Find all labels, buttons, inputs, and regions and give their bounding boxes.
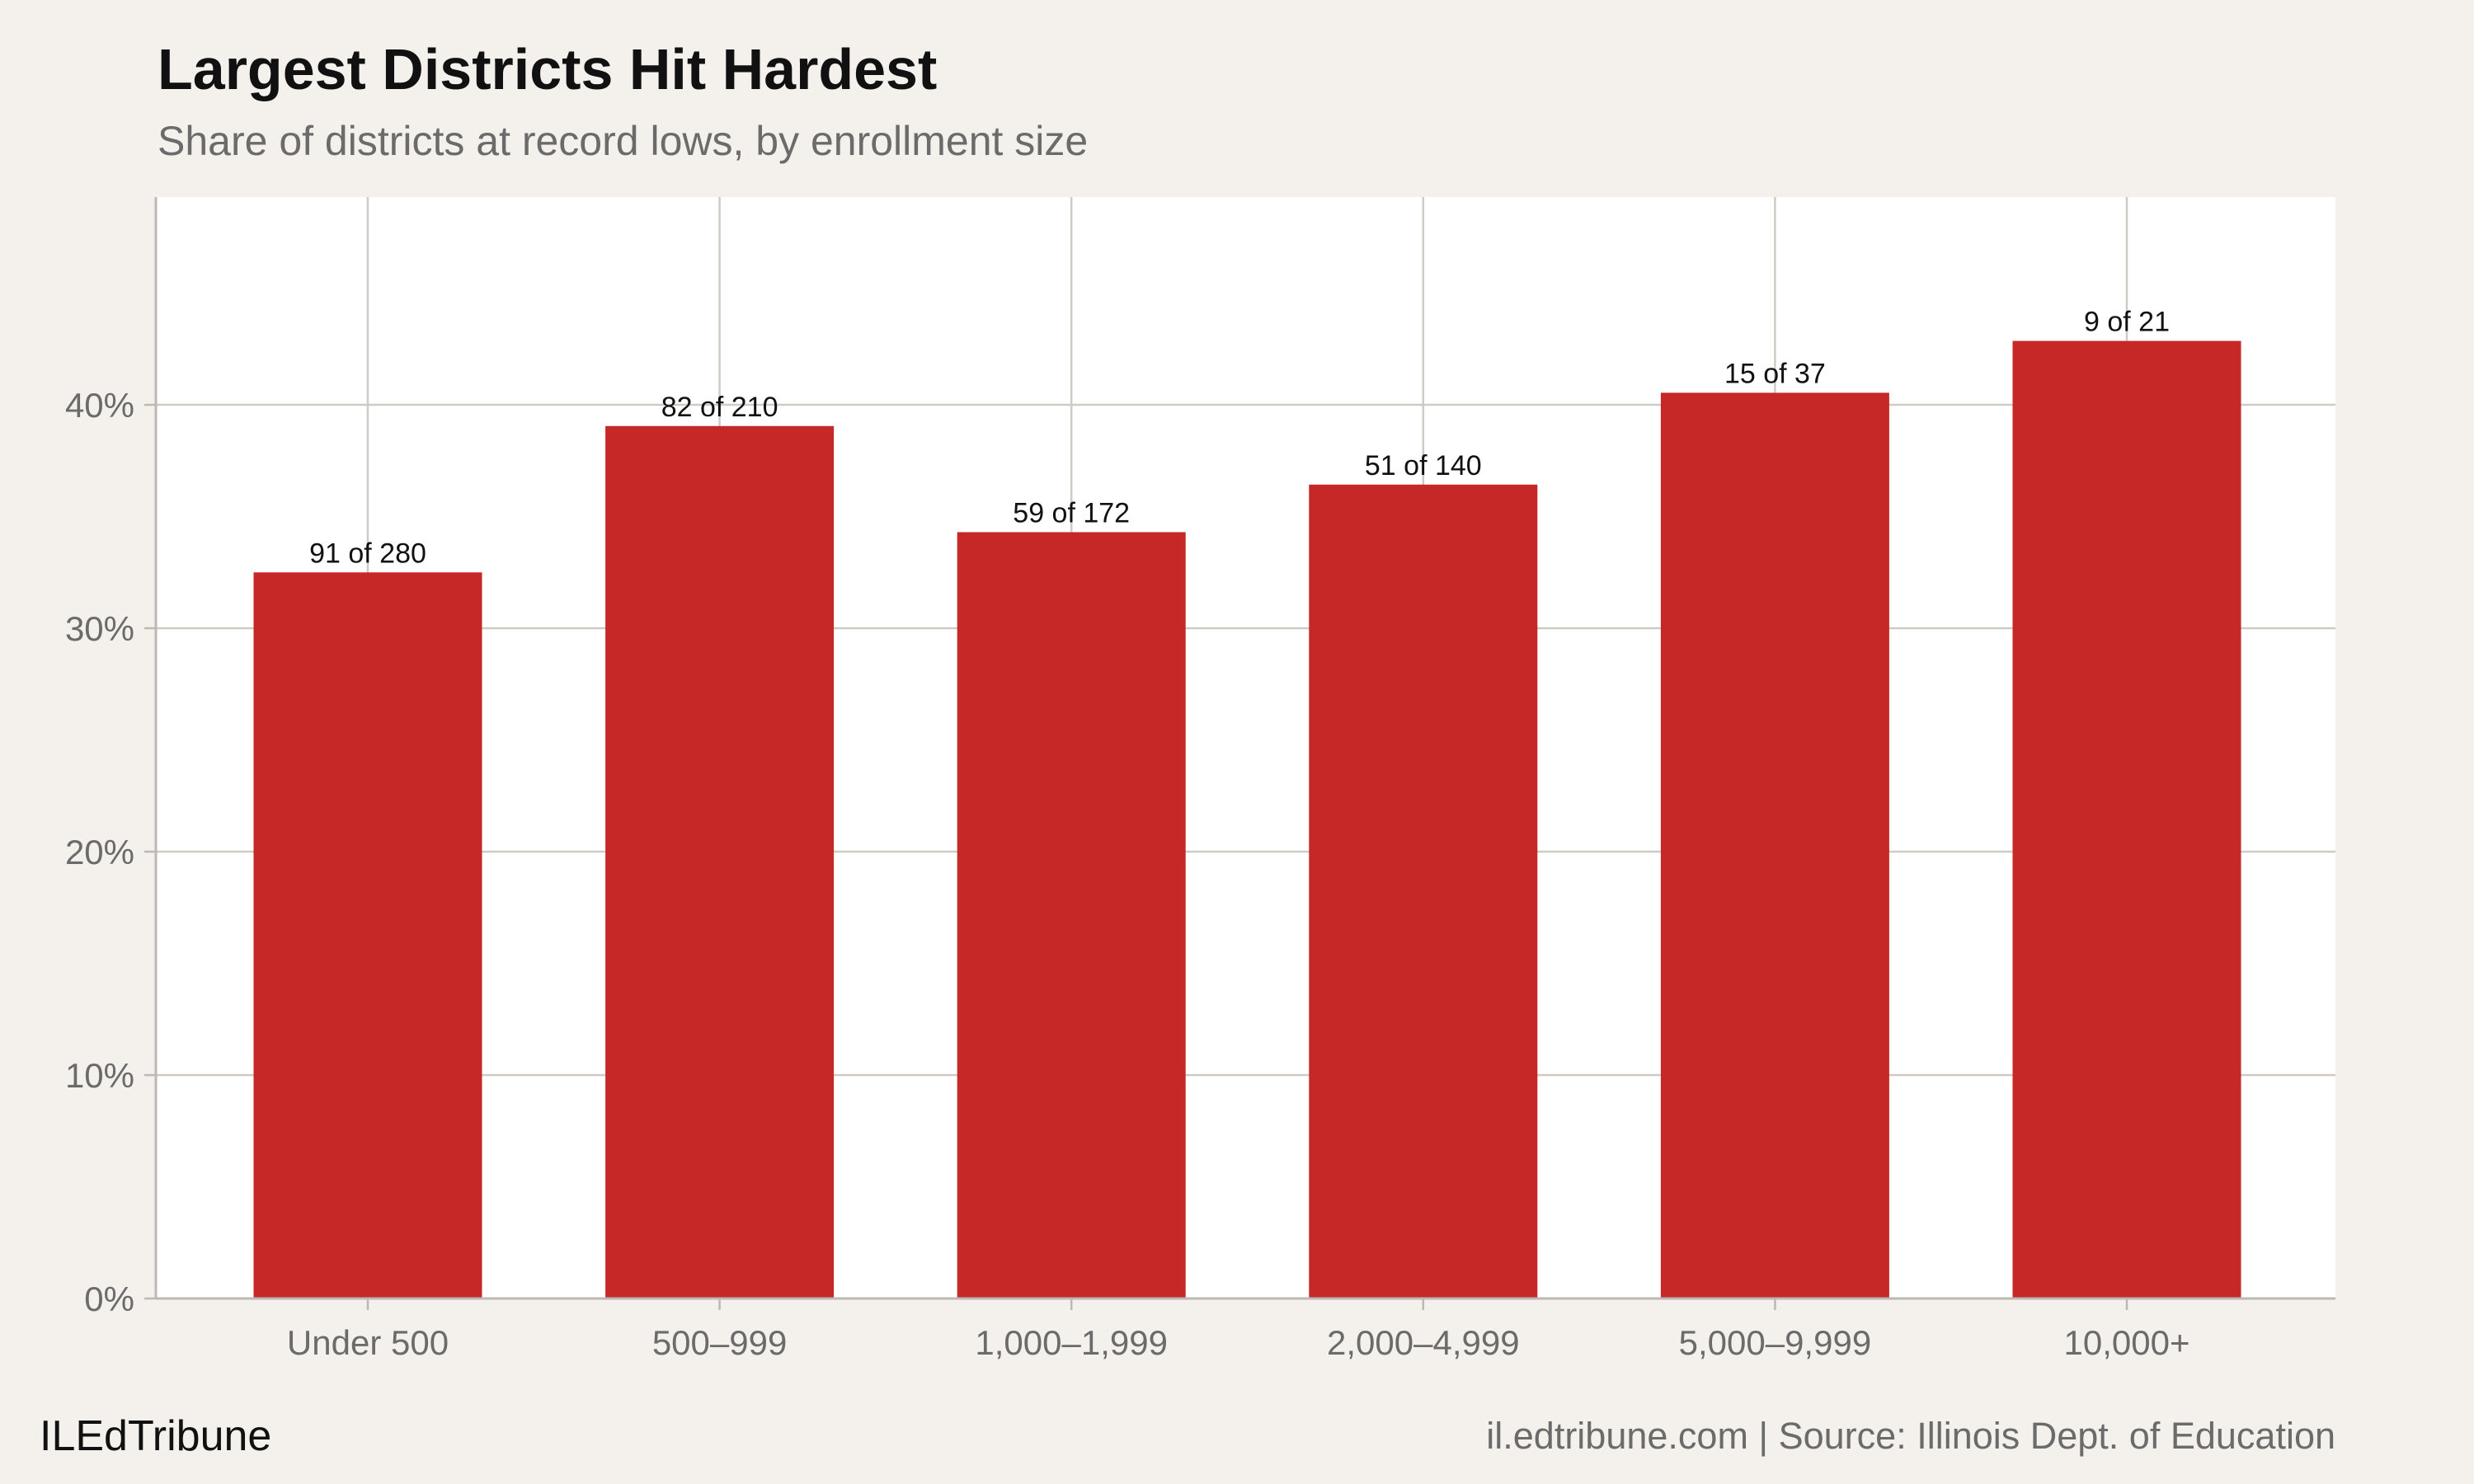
data-label: 91 of 280 xyxy=(309,538,426,569)
bar xyxy=(1660,392,1889,1299)
bar xyxy=(1309,484,1538,1298)
y-tick-label: 0% xyxy=(84,1280,134,1318)
data-label: 59 of 172 xyxy=(1013,497,1130,528)
bar xyxy=(2012,340,2241,1299)
x-tick-label: 500–999 xyxy=(652,1323,788,1362)
y-tick-label: 20% xyxy=(65,833,134,871)
data-label: 82 of 210 xyxy=(661,392,778,423)
data-label: 51 of 140 xyxy=(1365,450,1482,481)
chart-subtitle: Share of districts at record lows, by en… xyxy=(158,118,1089,164)
y-tick-label: 40% xyxy=(65,386,134,425)
source-note: il.edtribune.com | Source: Illinois Dept… xyxy=(1486,1415,2335,1457)
data-label: 9 of 21 xyxy=(2084,307,2170,338)
bar xyxy=(605,425,835,1298)
x-tick-label: 2,000–4,999 xyxy=(1327,1323,1520,1362)
y-tick-label: 30% xyxy=(65,609,134,648)
x-tick-label: 5,000–9,999 xyxy=(1679,1323,1872,1362)
plot-area xyxy=(156,197,2335,1298)
x-tick-label: Under 500 xyxy=(287,1323,449,1362)
chart-title: Largest Districts Hit Hardest xyxy=(158,37,938,101)
x-tick-label: 10,000+ xyxy=(2064,1323,2190,1362)
x-tick-label: 1,000–1,999 xyxy=(975,1323,1168,1362)
bar xyxy=(957,532,1186,1298)
y-tick-label: 10% xyxy=(65,1056,134,1095)
brand-logo-text: ILEdTribune xyxy=(40,1412,272,1460)
bar xyxy=(253,572,482,1298)
data-label: 15 of 37 xyxy=(1724,358,1826,389)
